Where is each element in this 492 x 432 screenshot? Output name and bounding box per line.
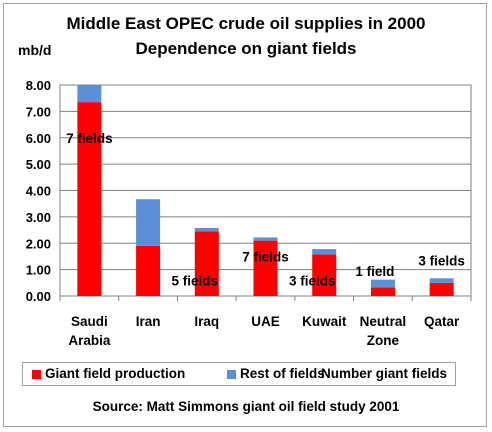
x-category-label: Neutral [360,314,407,329]
x-category-label: UAE [251,314,280,329]
chart-legend: Giant field production Rest of fields Nu… [22,362,456,386]
y-tick-label: 3.00 [26,210,51,225]
chart-title-line1: Middle East OPEC crude oil supplies in 2… [66,14,426,33]
x-category-label: Saudi [71,314,108,329]
y-tick-label: 1.00 [26,263,51,278]
bar-giant-field-production [194,231,219,296]
giant-field-count-label: 1 field [355,264,394,279]
giant-field-count-label: 3 fields [418,254,465,269]
bar-rest-of-fields [312,249,337,255]
y-tick-label: 5.00 [26,157,51,172]
bar-giant-field-production [77,102,102,296]
y-tick-label: 6.00 [26,131,51,146]
bar-giant-field-production [370,287,395,296]
x-category-label: Iraq [194,314,219,329]
bar-giant-field-production [136,245,161,296]
bar-giant-field-production [253,240,278,296]
bar-rest-of-fields [370,279,395,288]
x-category-label: Iran [136,314,161,329]
bar-rest-of-fields [136,199,161,246]
bar-giant-field-production [312,254,337,296]
x-category-label: Kuwait [302,314,347,329]
bar-rest-of-fields [253,237,278,241]
legend-swatch-rest [227,370,236,379]
giant-field-count-label: 7 fields [66,131,113,146]
y-tick-label: 8.00 [26,78,51,93]
giant-field-count-label: 5 fields [172,273,219,288]
bar-giant-field-production [429,282,454,296]
x-category-label: Zone [367,333,400,348]
bar-rest-of-fields [77,85,102,103]
x-category-label: Arabia [68,333,111,348]
legend-label-giant: Giant field production [45,366,186,381]
chart-source-note: Source: Matt Simmons giant oil field stu… [92,399,400,414]
y-tick-label: 4.00 [26,184,51,199]
legend-label-rest: Rest of fields [240,366,325,381]
y-tick-label: 7.00 [26,104,51,119]
x-category-label: Qatar [424,314,460,329]
chart-title-line2: Dependence on giant fields [135,39,357,58]
giant-field-count-label: 3 fields [289,273,336,288]
legend-swatch-giant [32,370,41,379]
bar-rest-of-fields [194,227,219,232]
y-tick-label: 2.00 [26,236,51,251]
bar-rest-of-fields [429,278,454,283]
y-tick-label: 0.00 [26,289,51,304]
legend-label-number-fields: Number giant fields [321,366,448,381]
y-axis-unit-label: mb/d [18,42,52,58]
giant-field-count-label: 7 fields [242,250,289,265]
